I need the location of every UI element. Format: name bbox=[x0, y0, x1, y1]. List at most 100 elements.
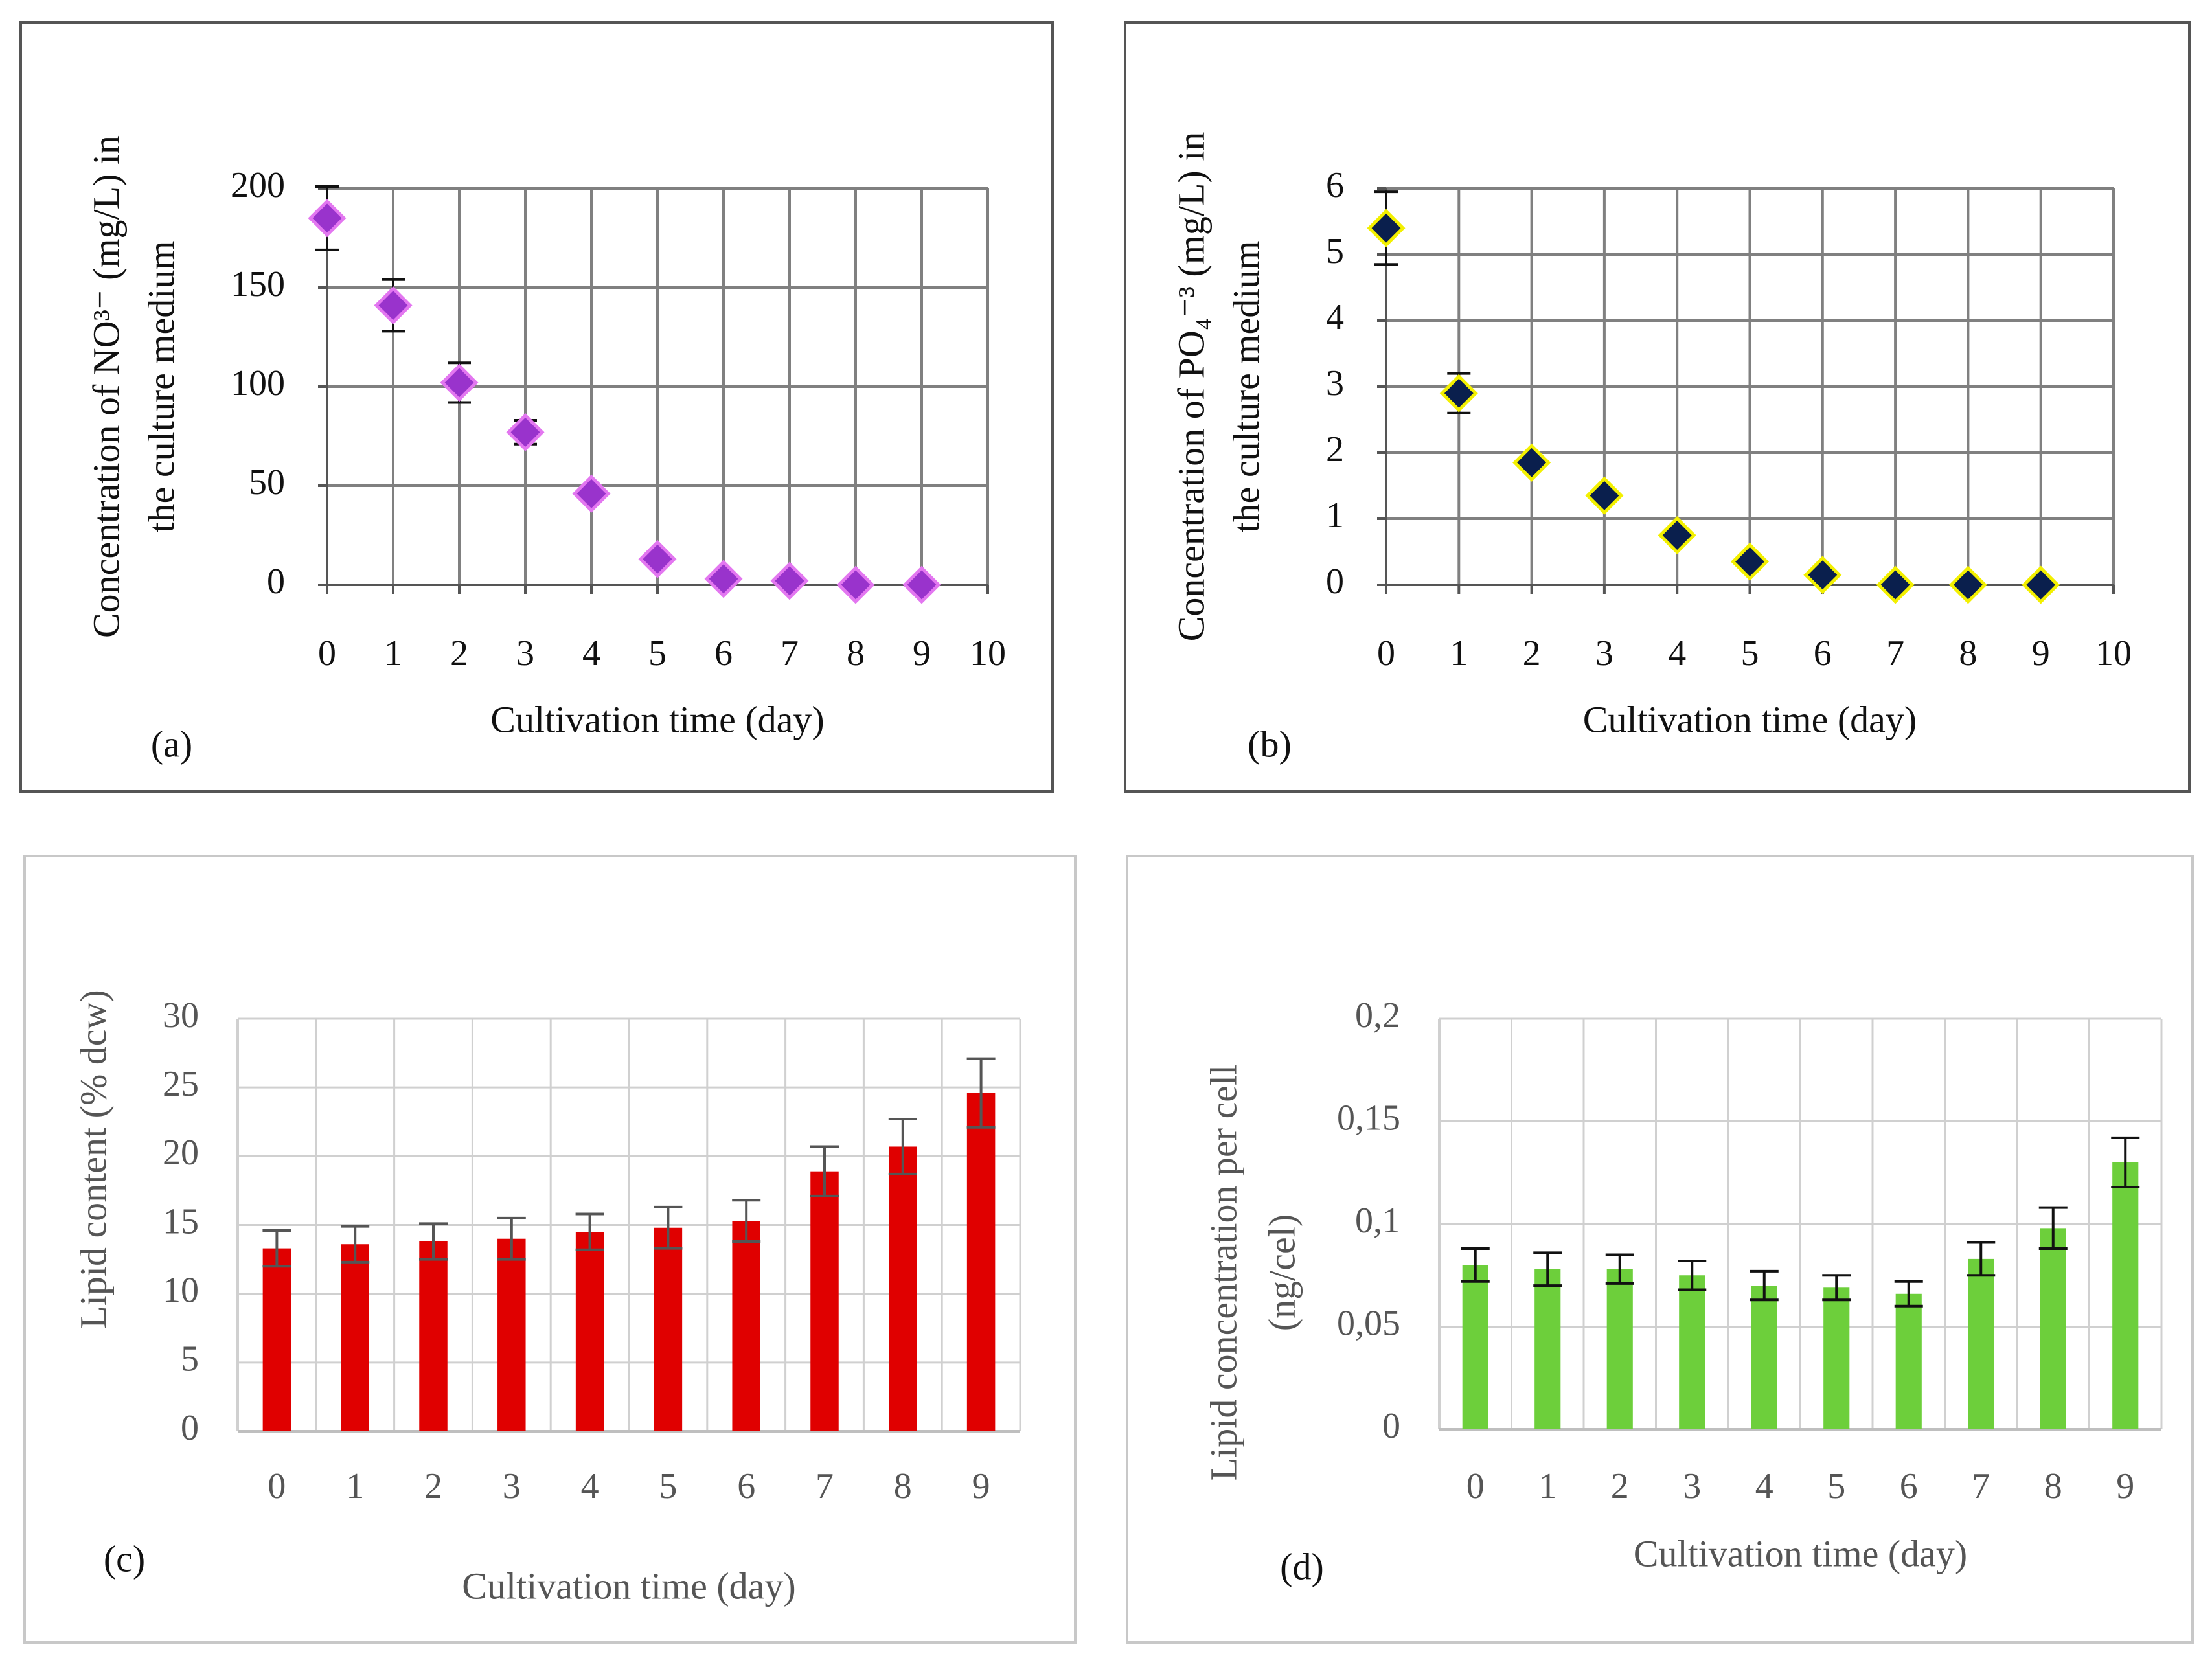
y-tick-label: 200 bbox=[231, 165, 285, 205]
panel-frame bbox=[1124, 21, 2191, 793]
x-tick-label: 7 bbox=[781, 633, 799, 674]
bar bbox=[341, 1244, 369, 1431]
x-tick-label: 8 bbox=[847, 633, 865, 674]
x-tick-label: 6 bbox=[1814, 633, 1832, 674]
bar bbox=[1462, 1265, 1488, 1429]
x-tick-label: 1 bbox=[1538, 1466, 1556, 1506]
y-tick-label: 6 bbox=[1326, 165, 1344, 205]
x-tick-label: 3 bbox=[503, 1466, 521, 1506]
y-tick-label: 10 bbox=[163, 1271, 199, 1311]
data-point bbox=[1803, 556, 1842, 595]
x-tick-label: 9 bbox=[2032, 633, 2050, 674]
y-tick-label: 100 bbox=[231, 363, 285, 403]
x-tick-label: 0 bbox=[1377, 633, 1395, 674]
x-tick-label: 3 bbox=[1595, 633, 1613, 674]
data-point bbox=[1948, 565, 1987, 604]
x-tick-label: 6 bbox=[1900, 1466, 1918, 1506]
x-axis-title: Cultivation time (day) bbox=[1634, 1532, 1967, 1574]
bar bbox=[889, 1146, 917, 1431]
x-tick-label: 1 bbox=[346, 1466, 364, 1506]
y-tick-label: 0 bbox=[1326, 561, 1344, 602]
bar bbox=[419, 1241, 448, 1431]
y-tick-label: 50 bbox=[249, 462, 285, 503]
panel-label: (c) bbox=[104, 1537, 145, 1580]
data-point bbox=[374, 286, 413, 325]
x-tick-label: 0 bbox=[318, 633, 336, 674]
x-tick-label: 10 bbox=[2095, 633, 2132, 674]
panel-label: (a) bbox=[151, 723, 192, 765]
x-tick-label: 5 bbox=[648, 633, 667, 674]
y-tick-label: 2 bbox=[1326, 429, 1344, 470]
data-point bbox=[506, 413, 545, 451]
x-tick-label: 3 bbox=[1683, 1466, 1701, 1506]
x-tick-label: 8 bbox=[1959, 633, 1977, 674]
x-tick-label: 9 bbox=[972, 1466, 990, 1506]
y-tick-label: 25 bbox=[163, 1064, 199, 1104]
data-point bbox=[1876, 565, 1915, 604]
x-tick-label: 7 bbox=[1972, 1466, 1990, 1506]
bar bbox=[810, 1171, 839, 1431]
x-tick-label: 4 bbox=[1755, 1466, 1773, 1506]
bar bbox=[966, 1093, 996, 1431]
bar bbox=[654, 1227, 683, 1431]
bar bbox=[1968, 1258, 1994, 1429]
panel-label: (d) bbox=[1280, 1545, 1324, 1587]
bar bbox=[575, 1232, 604, 1431]
bar bbox=[1534, 1269, 1561, 1429]
y-tick-label: 150 bbox=[231, 264, 285, 304]
bar bbox=[1895, 1293, 1922, 1429]
y-axis-title: the culture medium bbox=[1225, 241, 1267, 533]
data-point bbox=[770, 561, 809, 600]
x-tick-label: 7 bbox=[1886, 633, 1904, 674]
bar bbox=[1606, 1269, 1633, 1429]
y-tick-label: 3 bbox=[1326, 363, 1344, 403]
data-point bbox=[1658, 516, 1696, 555]
data-point bbox=[1439, 374, 1478, 413]
data-point bbox=[1585, 476, 1624, 515]
x-tick-label: 9 bbox=[913, 633, 931, 674]
chart-panel-d: 0 0,05 0,1 0,15 0,2 0 1 2 3 4 5 6 7 8 9 Cultivation tim… bbox=[1126, 855, 2194, 1644]
y-tick-label: 30 bbox=[163, 995, 199, 1036]
x-tick-label: 0 bbox=[268, 1466, 286, 1506]
y-tick-label: 15 bbox=[163, 1201, 199, 1241]
chart-panel-a: 0 50 100 150 200 0 1 2 3 4 5 6 7 8 9 10 Cultivation time… bbox=[19, 21, 1054, 793]
x-tick-label: 6 bbox=[737, 1466, 755, 1506]
y-axis-title: the culture medium bbox=[140, 241, 182, 533]
x-tick-label: 5 bbox=[1827, 1466, 1845, 1506]
y-axis-title: Concentration of NO³⁻ (mg/L) in bbox=[85, 135, 127, 638]
x-tick-label: 4 bbox=[1668, 633, 1686, 674]
x-tick-label: 6 bbox=[714, 633, 733, 674]
x-tick-label: 9 bbox=[2116, 1466, 2134, 1506]
x-tick-label: 7 bbox=[815, 1466, 834, 1506]
y-tick-label: 0 bbox=[267, 561, 285, 602]
panel-label: (b) bbox=[1248, 723, 1292, 765]
data-point bbox=[440, 363, 479, 402]
bar bbox=[1823, 1287, 1850, 1429]
x-tick-label: 4 bbox=[582, 633, 600, 674]
x-tick-label: 0 bbox=[1466, 1466, 1485, 1506]
x-tick-label: 2 bbox=[1611, 1466, 1629, 1506]
y-tick-label: 5 bbox=[1326, 231, 1344, 271]
x-tick-label: 10 bbox=[970, 633, 1006, 674]
data-point bbox=[638, 539, 677, 578]
bar bbox=[732, 1221, 760, 1431]
bar bbox=[2112, 1162, 2139, 1429]
x-tick-label: 4 bbox=[581, 1466, 599, 1506]
x-axis-title: Cultivation time (day) bbox=[490, 698, 824, 740]
data-point bbox=[572, 474, 611, 513]
bar bbox=[1751, 1286, 1777, 1429]
y-tick-label: 5 bbox=[181, 1339, 199, 1379]
bar bbox=[262, 1248, 291, 1431]
bar bbox=[497, 1238, 526, 1431]
x-tick-label: 2 bbox=[424, 1466, 442, 1506]
data-point bbox=[1367, 209, 1406, 247]
panel-frame bbox=[19, 21, 1054, 793]
x-tick-label: 5 bbox=[659, 1466, 677, 1506]
x-tick-label: 1 bbox=[1450, 633, 1468, 674]
y-axis-title: (ng/cel) bbox=[1260, 1214, 1303, 1331]
x-tick-label: 8 bbox=[894, 1466, 912, 1506]
data-point bbox=[902, 565, 941, 604]
y-tick-label: 1 bbox=[1326, 495, 1344, 536]
y-tick-label: 0 bbox=[181, 1408, 199, 1448]
